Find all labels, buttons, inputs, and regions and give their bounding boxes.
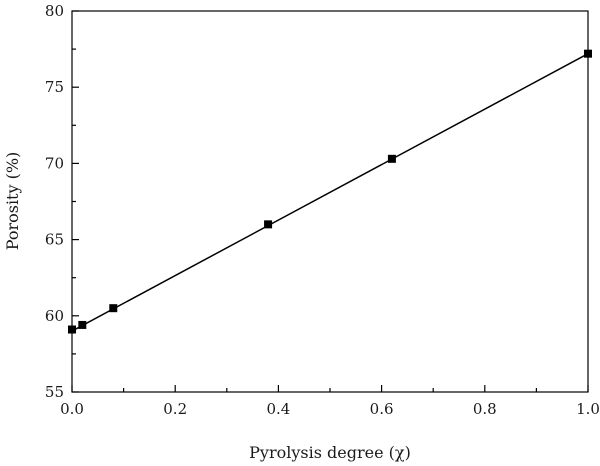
y-tick-label: 65 bbox=[45, 231, 64, 249]
y-axis-ticks bbox=[72, 10, 79, 393]
x-tick-label: 0.8 bbox=[473, 400, 497, 418]
x-axis-tick-labels: 0.0 0.2 0.4 0.6 0.8 1.0 bbox=[60, 400, 600, 418]
y-axis-tick-labels: 55 60 65 70 75 80 bbox=[45, 2, 64, 401]
y-tick-label: 55 bbox=[45, 383, 64, 401]
x-tick-label: 0.4 bbox=[266, 400, 290, 418]
x-tick-label: 0.2 bbox=[163, 400, 187, 418]
data-point bbox=[387, 154, 396, 163]
y-tick-label: 70 bbox=[45, 154, 64, 172]
x-tick-label: 1.0 bbox=[576, 400, 600, 418]
plot-frame bbox=[71, 10, 589, 393]
data-point bbox=[264, 220, 273, 229]
y-tick-label: 75 bbox=[45, 78, 64, 96]
fit-line bbox=[71, 53, 589, 332]
data-point bbox=[78, 320, 87, 329]
data-point bbox=[68, 325, 76, 334]
x-axis-title: Pyrolysis degree (χ) bbox=[249, 443, 411, 462]
y-tick-label: 80 bbox=[45, 2, 64, 20]
x-tick-label: 0.6 bbox=[370, 400, 394, 418]
x-axis-ticks bbox=[71, 385, 589, 392]
data-point bbox=[109, 304, 118, 313]
y-tick-label: 60 bbox=[45, 307, 64, 325]
data-points bbox=[68, 49, 592, 334]
y-axis-title: Porosity (%) bbox=[3, 152, 22, 251]
x-tick-label: 0.0 bbox=[60, 400, 84, 418]
data-point bbox=[584, 49, 592, 58]
